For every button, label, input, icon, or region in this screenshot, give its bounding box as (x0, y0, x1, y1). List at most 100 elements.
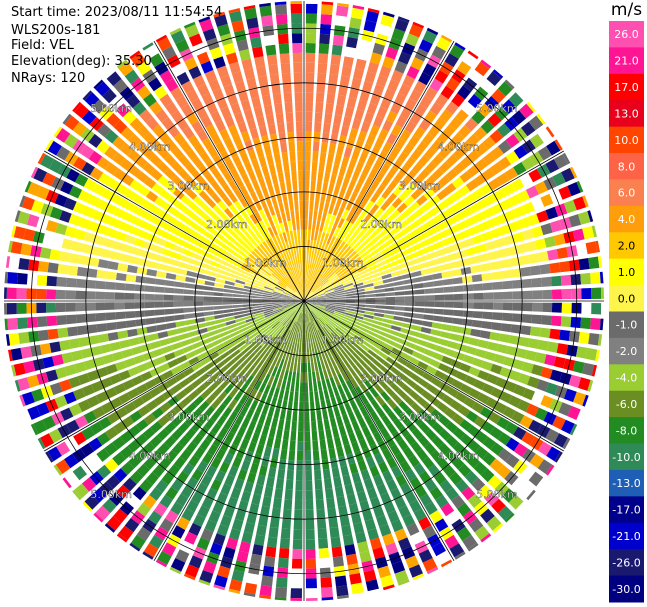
velocity-gate (383, 314, 394, 320)
velocity-gate (402, 225, 413, 235)
velocity-gate (277, 267, 285, 276)
velocity-gate (165, 408, 178, 421)
velocity-gate (118, 370, 131, 381)
velocity-gate (319, 557, 331, 569)
velocity-gate (488, 411, 502, 425)
velocity-gate (263, 309, 274, 314)
velocity-gate (389, 209, 401, 220)
velocity-gate (286, 286, 295, 293)
velocity-gate (323, 389, 330, 400)
velocity-gate (338, 505, 348, 517)
velocity-gate (252, 137, 262, 149)
velocity-gate (157, 175, 170, 188)
velocity-gate (55, 223, 68, 236)
velocity-gate (164, 422, 177, 434)
velocity-gate (349, 128, 359, 140)
velocity-gate (398, 164, 410, 177)
velocity-gate (358, 219, 367, 230)
velocity-gate (428, 395, 441, 407)
velocity-gate (352, 337, 362, 346)
velocity-gate (424, 295, 435, 301)
velocity-gate (474, 525, 490, 541)
velocity-gate (292, 302, 302, 306)
velocity-gate (73, 156, 87, 171)
velocity-gate (423, 188, 436, 200)
velocity-gate (345, 344, 355, 354)
velocity-gate (537, 251, 549, 263)
velocity-gate (504, 167, 519, 181)
velocity-gate (364, 240, 375, 250)
velocity-gate (210, 260, 221, 268)
velocity-gate (234, 176, 244, 188)
velocity-gate (232, 435, 242, 447)
velocity-gate (430, 214, 442, 226)
velocity-gate (360, 197, 369, 208)
velocity-gate (107, 261, 119, 271)
velocity-gate (349, 354, 358, 364)
velocity-gate (307, 259, 311, 270)
velocity-gate (438, 229, 450, 239)
velocity-gate (374, 171, 385, 183)
velocity-gate (180, 485, 194, 499)
velocity-gate (46, 289, 57, 300)
velocity-gate (260, 505, 270, 517)
velocity-gate (271, 333, 280, 343)
velocity-gate (455, 371, 468, 382)
velocity-gate (274, 596, 287, 601)
velocity-gate (283, 252, 289, 263)
velocity-gate (472, 357, 484, 368)
velocity-gate (88, 150, 103, 165)
velocity-gate (241, 219, 250, 230)
velocity-gate (112, 152, 126, 166)
velocity-gate (283, 292, 293, 297)
velocity-gate (95, 198, 109, 211)
range-label: 2.00km (206, 372, 248, 385)
velocity-gate (119, 142, 134, 156)
velocity-gate (526, 101, 536, 113)
velocity-gate (521, 465, 536, 481)
velocity-gate (532, 302, 543, 312)
velocity-gate (350, 273, 361, 280)
colorbar-segment (609, 205, 644, 233)
velocity-gate (369, 268, 380, 275)
velocity-gate (422, 525, 437, 539)
velocity-gate (359, 90, 371, 102)
velocity-gate (140, 371, 153, 382)
velocity-gate (129, 50, 141, 60)
velocity-gate (225, 320, 236, 326)
velocity-gate (264, 311, 274, 316)
velocity-gate (456, 526, 472, 541)
velocity-gate (325, 488, 334, 499)
velocity-gate (146, 233, 158, 243)
velocity-gate (372, 251, 383, 260)
velocity-gate (294, 239, 299, 250)
velocity-gate (336, 175, 344, 187)
velocity-gate (276, 347, 283, 358)
velocity-gate (299, 259, 303, 269)
velocity-gate (54, 395, 68, 409)
colorbar-segment (609, 496, 644, 524)
velocity-gate (521, 361, 534, 374)
velocity-gate (331, 278, 341, 285)
velocity-gate (383, 88, 396, 101)
velocity-gate (278, 280, 287, 288)
velocity-gate (306, 301, 317, 304)
velocity-gate (426, 208, 438, 219)
velocity-gate (435, 345, 447, 354)
velocity-gate (125, 274, 137, 283)
velocity-gate (213, 292, 224, 297)
velocity-gate (305, 460, 312, 471)
velocity-gate (328, 73, 339, 85)
velocity-gate (531, 314, 542, 325)
velocity-gate (511, 313, 523, 323)
velocity-gate (496, 172, 510, 186)
velocity-gate (404, 120, 417, 134)
velocity-gate (247, 441, 257, 453)
velocity-gate (171, 342, 182, 351)
velocity-gate (104, 302, 115, 310)
velocity-gate (128, 455, 142, 469)
velocity-gate (342, 177, 350, 189)
velocity-gate (243, 309, 254, 314)
velocity-gate (186, 188, 198, 200)
velocity-gate (308, 381, 313, 392)
